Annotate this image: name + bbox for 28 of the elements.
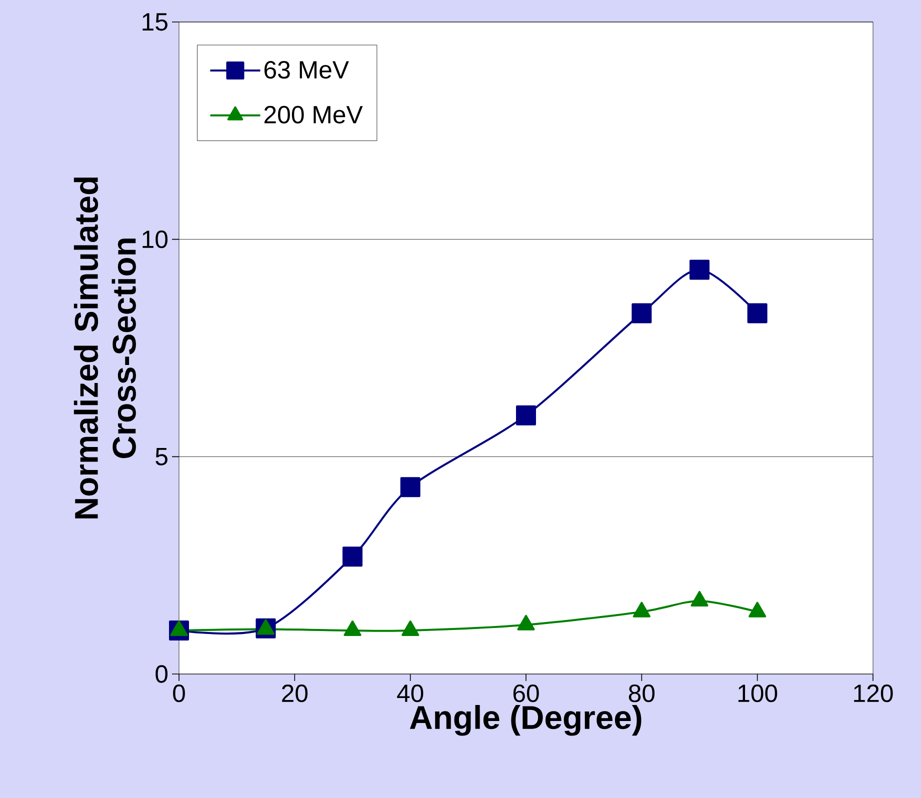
point	[747, 303, 768, 324]
y-axis-title: Normalized Simulated Cross-Section	[74, 178, 136, 518]
point	[400, 477, 420, 498]
y-tick-label: 5	[156, 448, 168, 466]
point	[690, 590, 708, 606]
x-tick-label: 0	[173, 684, 185, 702]
point	[170, 620, 188, 636]
y-tick-label: 0	[156, 665, 168, 683]
x-tick-label: 100	[738, 684, 778, 702]
point	[256, 619, 275, 635]
x-tick-label: 60	[513, 684, 539, 702]
point	[516, 405, 536, 426]
point	[748, 602, 766, 618]
point	[402, 620, 420, 636]
legend-label: 200 MeV	[264, 106, 363, 124]
y-tick-label: 15	[142, 13, 168, 31]
point	[344, 620, 362, 636]
y-tick-label: 10	[142, 230, 168, 248]
legend-label: 63 MeV	[264, 61, 349, 79]
point	[517, 614, 535, 630]
point	[632, 303, 652, 324]
point	[632, 602, 650, 618]
x-axis-title: Angle (Degree)	[410, 704, 642, 736]
x-tick-label: 120	[854, 684, 893, 702]
x-tick-label: 80	[628, 684, 655, 702]
x-tick-label: 20	[282, 684, 308, 702]
x-tick-label: 40	[397, 684, 424, 702]
point	[690, 260, 710, 280]
